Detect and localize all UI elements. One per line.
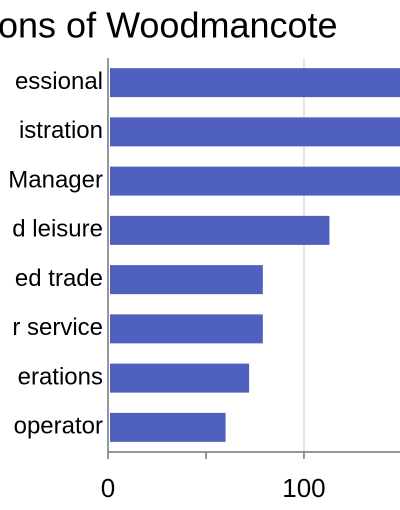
chart-title: ons of Woodmancote <box>0 5 338 46</box>
bar <box>110 215 330 245</box>
bar <box>110 363 250 393</box>
bar <box>110 265 263 295</box>
y-tick-label: Manager <box>8 166 103 193</box>
y-tick-label: ed trade <box>15 265 103 292</box>
x-tick-label: 100 <box>282 473 325 503</box>
bar <box>110 68 400 98</box>
y-tick-label: erations <box>18 363 103 390</box>
y-tick-label: d leisure <box>12 216 103 243</box>
y-tick-label: essional <box>15 68 103 95</box>
y-tick-label: r service <box>12 314 103 341</box>
bar <box>110 117 400 147</box>
x-tick-label: 0 <box>101 473 115 503</box>
bar <box>110 166 400 196</box>
y-tick-label: operator <box>14 413 103 440</box>
y-tick-label: istration <box>19 117 103 144</box>
bar <box>110 412 226 442</box>
bar <box>110 314 263 344</box>
